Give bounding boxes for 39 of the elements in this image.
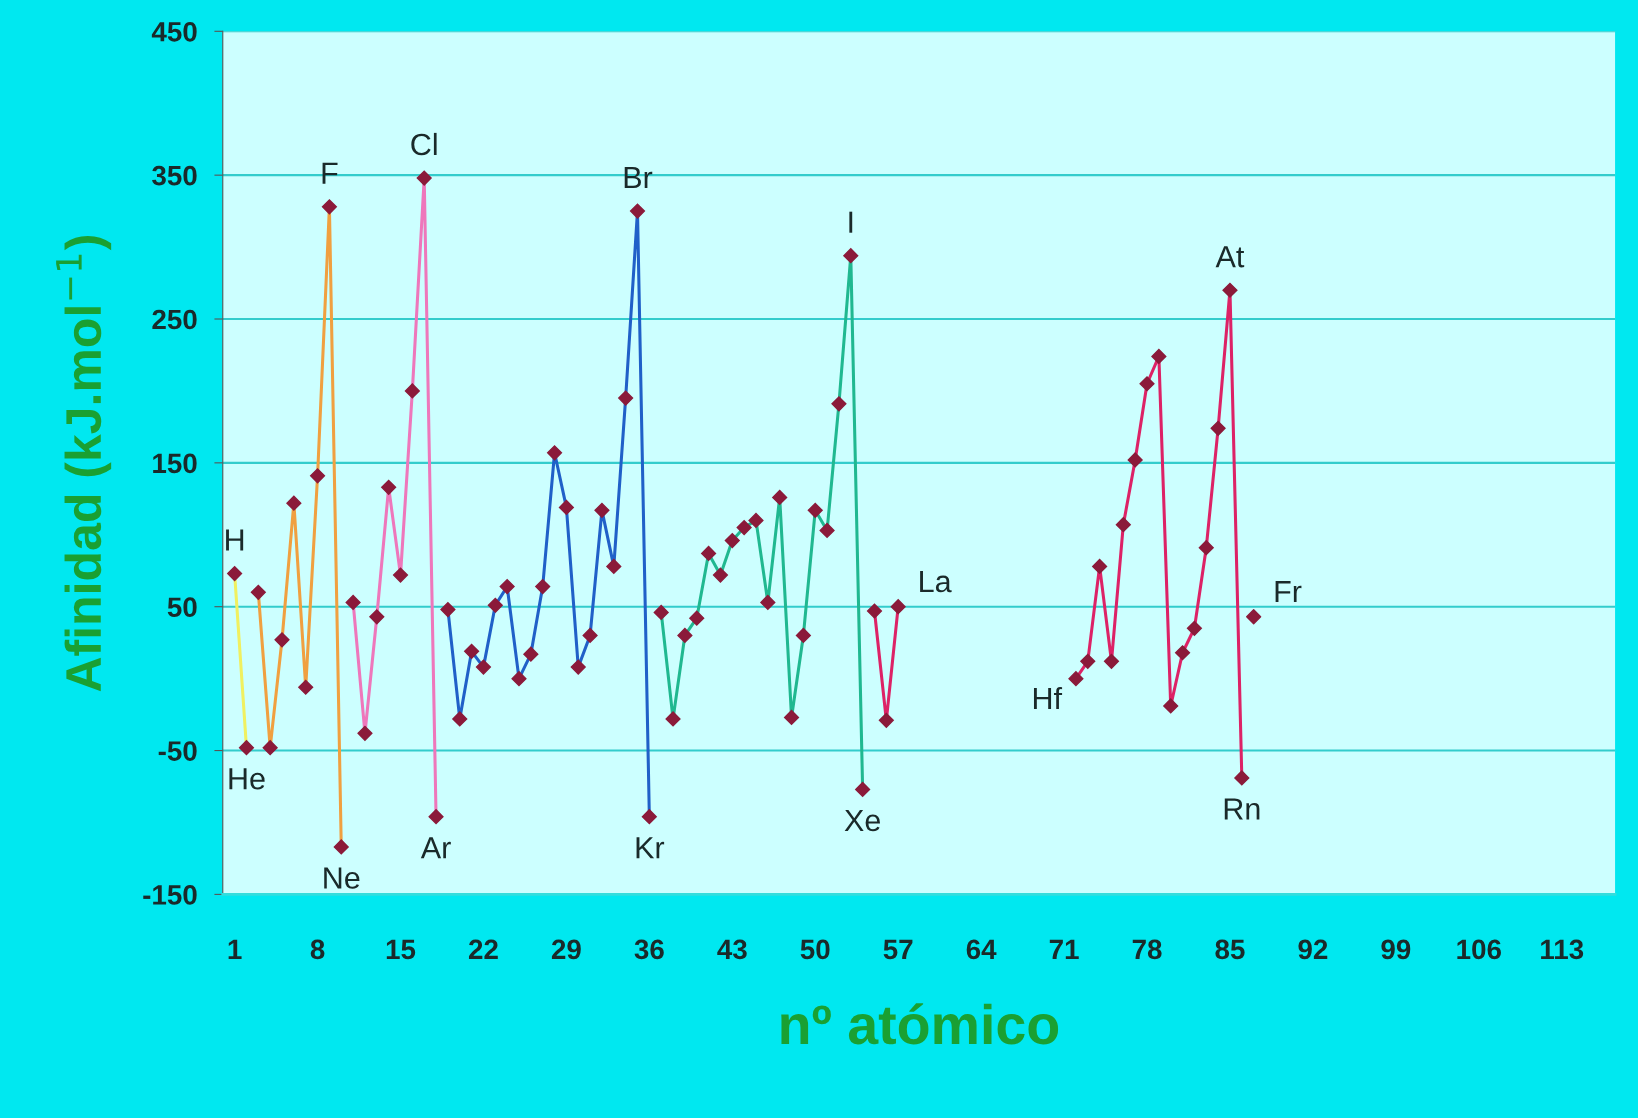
y-tick-label: 250 (152, 309, 197, 330)
annotation: I (849, 211, 853, 233)
x-tick-label: 106 (1457, 939, 1501, 960)
x-tick-label: 64 (966, 939, 997, 960)
x-tick-label: 43 (717, 939, 747, 960)
annotation: Fr (1275, 581, 1302, 603)
x-tick-label: 71 (1049, 939, 1079, 959)
annotation: Ne (324, 867, 360, 889)
y-tick-label: 50 (167, 597, 197, 618)
x-tick-label: 29 (551, 939, 581, 960)
annotation: Ar (420, 837, 451, 859)
x-tick-label: 57 (883, 939, 913, 960)
x-tick-label: 15 (386, 939, 416, 960)
y-axis-title: Afinidad (kJ.mol$^{−1}$) (56, 236, 112, 692)
annotation: Cl (411, 132, 437, 156)
y-tick-label: -50 (158, 741, 197, 761)
x-tick-label: 113 (1541, 939, 1584, 960)
x-tick-label: 92 (1298, 939, 1328, 960)
x-tick-label: 78 (1132, 939, 1162, 960)
x-tick-label: 22 (468, 939, 498, 959)
x-tick-label: 36 (634, 939, 664, 960)
x-tick-label: 8 (310, 939, 325, 960)
y-tick-label: -150 (143, 885, 197, 905)
annotation: Rn (1224, 798, 1260, 820)
annotation: He (229, 768, 265, 790)
x-tick-label: 1 (228, 939, 242, 959)
annotation: La (920, 571, 952, 593)
x-tick-label: 50 (800, 939, 830, 960)
annotation: At (1215, 246, 1245, 268)
annotation: H (226, 529, 244, 551)
y-tick-label: 150 (153, 453, 197, 474)
x-tick-label: 99 (1381, 939, 1411, 960)
x-tick-label: 85 (1215, 939, 1245, 960)
annotation: Hf (1033, 686, 1063, 710)
y-tick-label: 350 (152, 165, 197, 186)
y-tick-label: 450 (151, 21, 197, 42)
x-axis-title: nº atómico (781, 1003, 1059, 1045)
annotation: Xe (844, 809, 880, 832)
annotation: Kr (636, 837, 665, 859)
